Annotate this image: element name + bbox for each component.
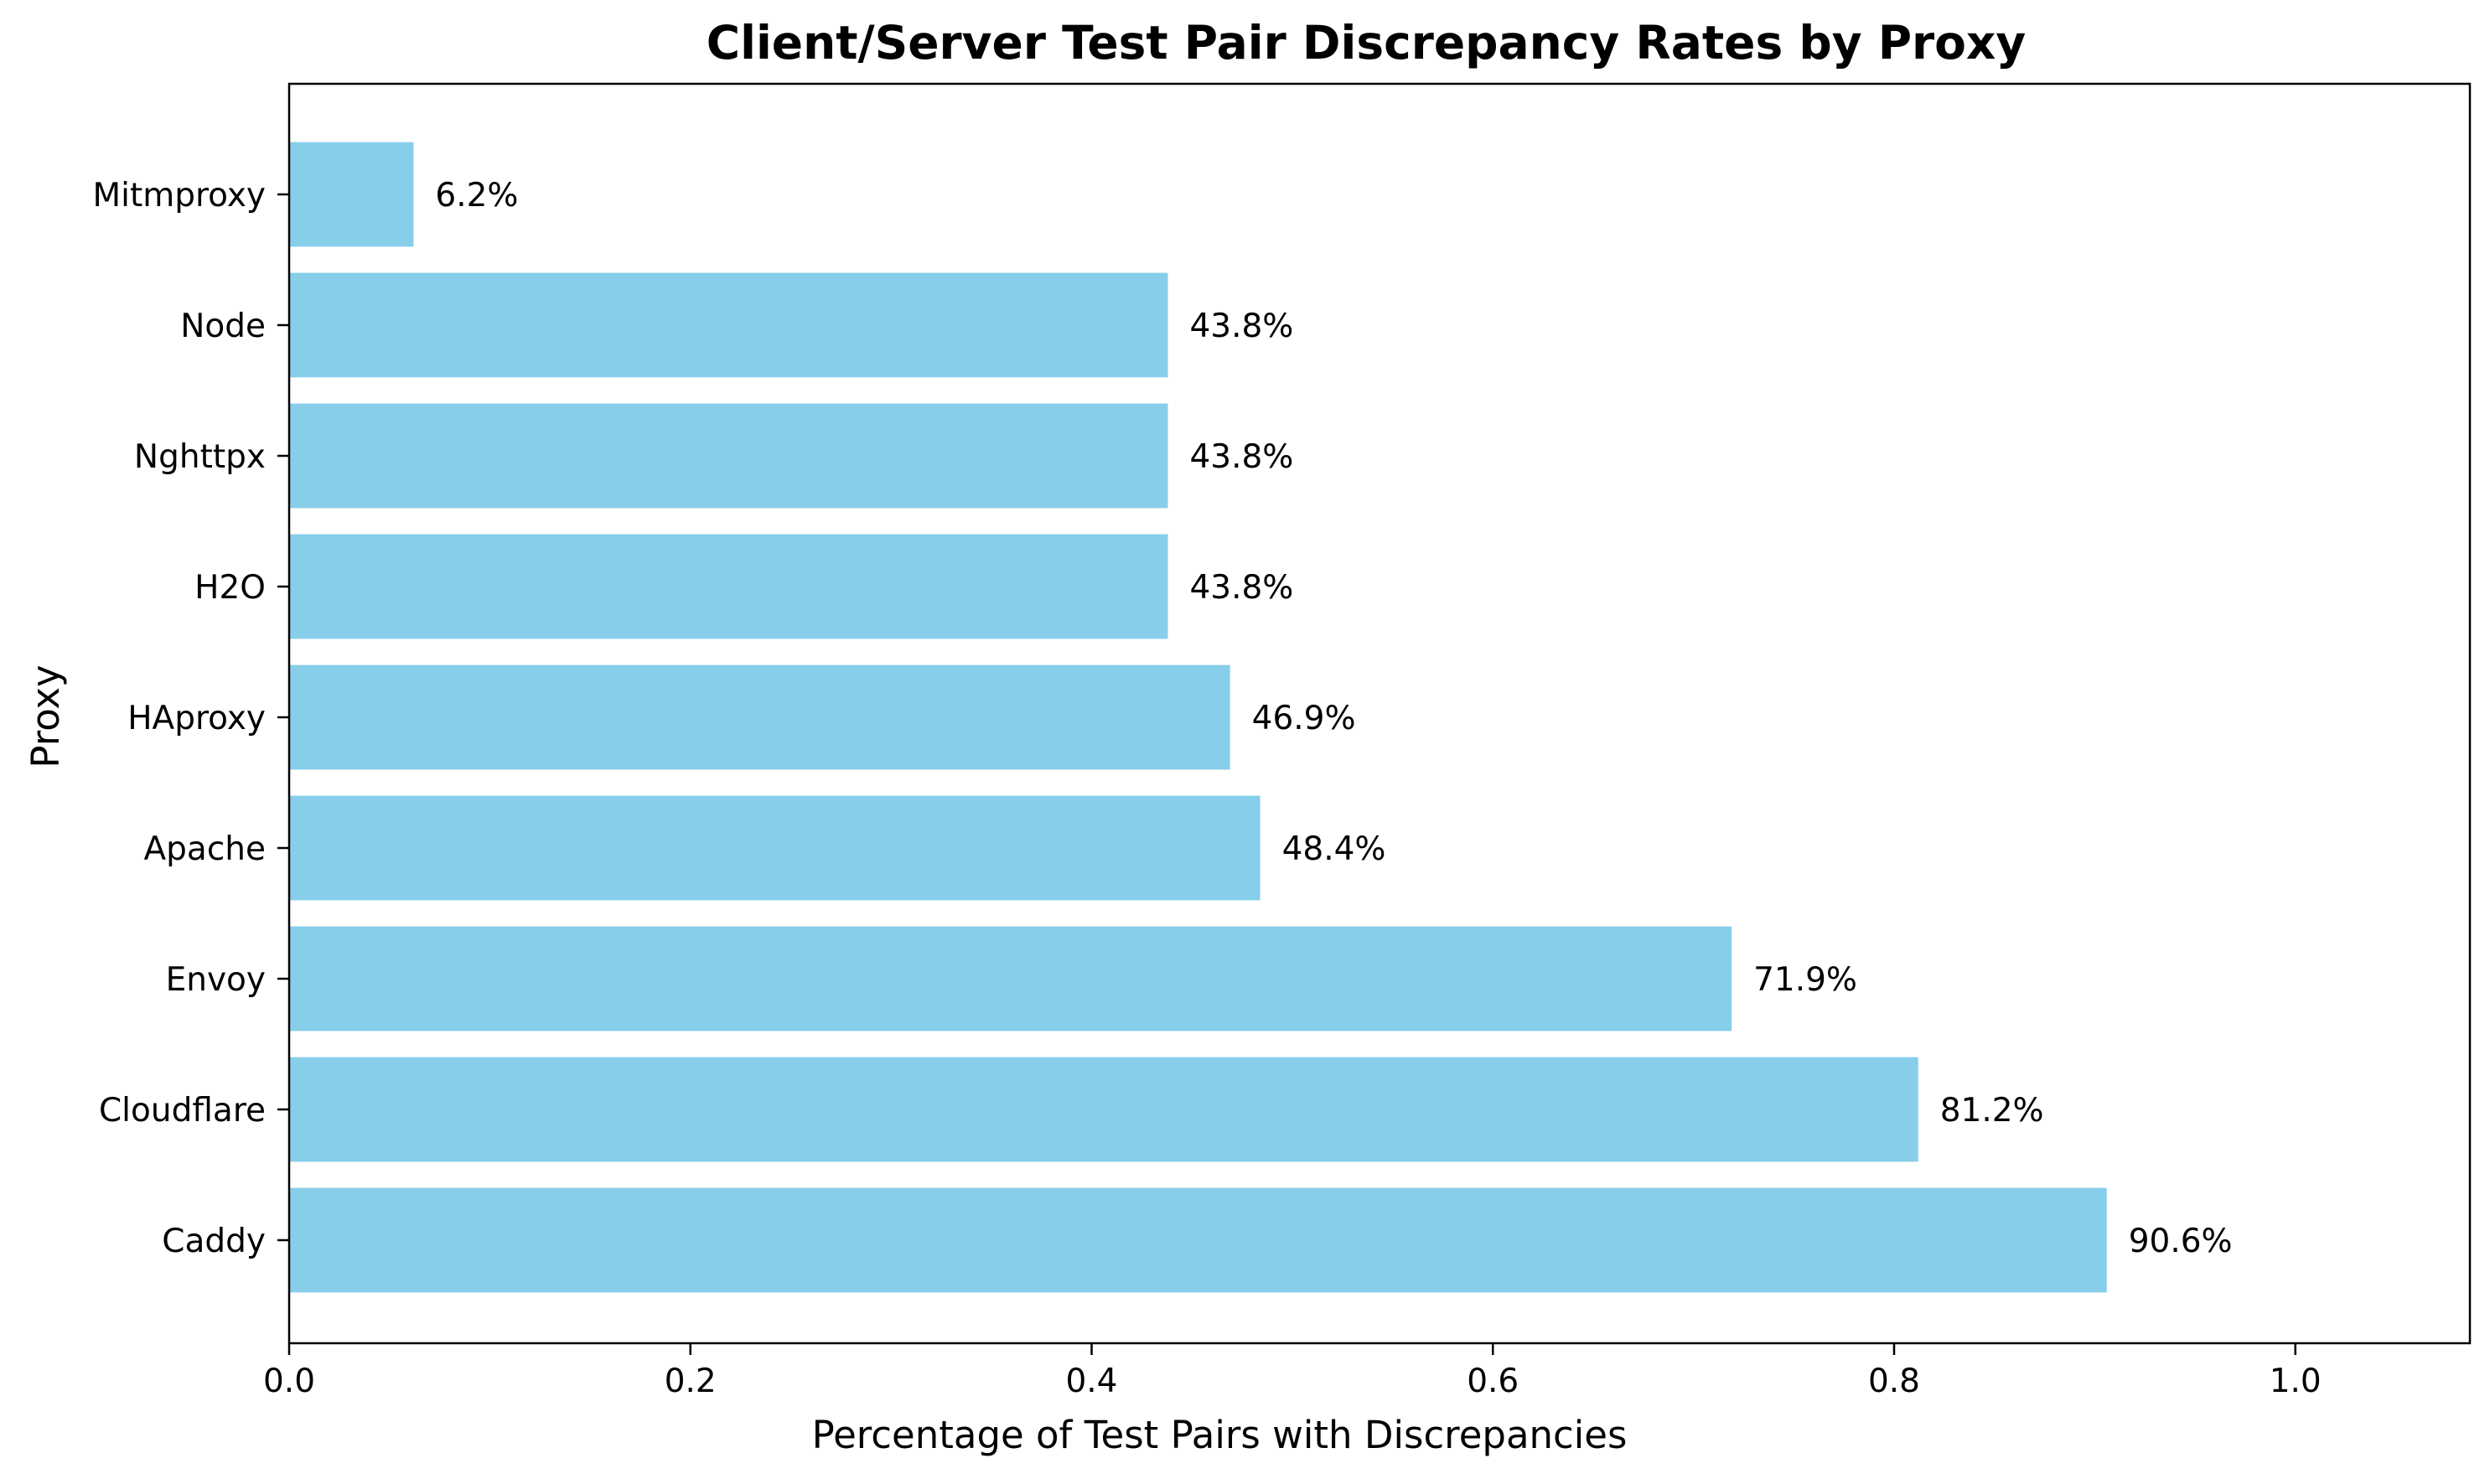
bar-mitmproxy [289, 142, 414, 247]
bar-envoy [289, 926, 1732, 1032]
x-tick-label: 0.6 [1467, 1362, 1519, 1400]
x-axis-ticks-group: 0.0 0.2 0.4 0.6 0.8 1.0 [263, 1343, 2322, 1400]
value-label-nghttpx: 43.8% [1189, 438, 1293, 476]
y-tick-label-apache: Apache [144, 830, 267, 868]
value-label-cloudflare: 81.2% [1940, 1092, 2044, 1130]
y-tick-label-cloudflare: Cloudflare [99, 1092, 266, 1130]
bar-node [289, 272, 1168, 378]
value-label-apache: 48.4% [1282, 830, 1386, 868]
value-label-mitmproxy: 6.2% [435, 177, 518, 215]
bar-cloudflare [289, 1057, 1918, 1162]
value-label-h2o: 43.8% [1189, 569, 1293, 607]
x-tick-label: 0.2 [665, 1362, 717, 1400]
y-tick-label-h2o: H2O [194, 569, 266, 607]
value-labels-group: 90.6% 81.2% 71.9% 48.4% 46.9% 43.8% 43.8% 43.8%… [435, 177, 2232, 1260]
x-tick-label: 1.0 [2270, 1362, 2322, 1400]
value-label-haproxy: 46.9% [1252, 700, 1356, 737]
bar-h2o [289, 534, 1168, 639]
y-tick-label-mitmproxy: Mitmproxy [92, 177, 266, 215]
x-tick-label: 0.4 [1065, 1362, 1117, 1400]
y-tick-label-nghttpx: Nghttpx [134, 438, 266, 476]
y-tick-label-haproxy: HAproxy [127, 700, 266, 737]
plot-area-frame [287, 82, 2472, 1345]
value-label-envoy: 71.9% [1753, 961, 1857, 999]
y-tick-label-caddy: Caddy [162, 1223, 266, 1260]
bar-apache [289, 795, 1261, 901]
y-axis-label: Proxy [23, 664, 68, 768]
x-axis-label: Percentage of Test Pairs with Discrepanc… [812, 1413, 1628, 1457]
bar-haproxy [289, 664, 1230, 770]
value-label-caddy: 90.6% [2129, 1223, 2233, 1260]
y-tick-label-envoy: Envoy [166, 961, 266, 999]
bar-caddy [289, 1187, 2107, 1293]
bars-group [289, 142, 2107, 1293]
y-axis-ticks-group: Caddy Cloudflare Envoy Apache HAproxy H2O Nght… [92, 177, 289, 1260]
bar-nghttpx [289, 403, 1168, 509]
y-tick-label-node: Node [180, 308, 266, 345]
value-label-node: 43.8% [1189, 308, 1293, 345]
chart-title: Client/Server Test Pair Discrepancy Rate… [707, 16, 2027, 70]
x-tick-label: 0.8 [1868, 1362, 1920, 1400]
x-tick-label: 0.0 [263, 1362, 315, 1400]
